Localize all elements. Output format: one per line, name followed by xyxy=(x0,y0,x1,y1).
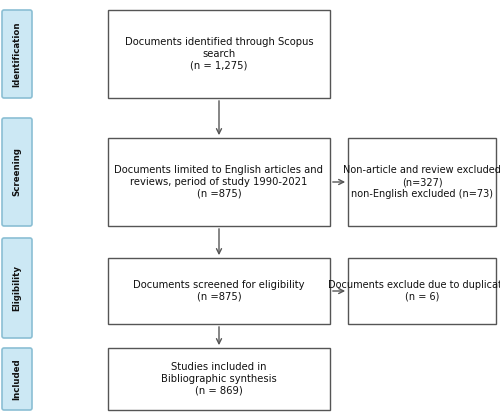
Text: Documents identified through Scopus
search
(n = 1,275): Documents identified through Scopus sear… xyxy=(124,38,314,70)
Text: Documents exclude due to duplication
(n = 6): Documents exclude due to duplication (n … xyxy=(328,280,500,302)
FancyBboxPatch shape xyxy=(2,348,32,410)
Text: Documents screened for eligibility
(n =875): Documents screened for eligibility (n =8… xyxy=(133,280,305,302)
Bar xyxy=(108,10,330,98)
Bar xyxy=(348,138,496,226)
FancyBboxPatch shape xyxy=(2,10,32,98)
Text: Non-article and review excluded
(n=327)
non-English excluded (n=73): Non-article and review excluded (n=327) … xyxy=(343,166,500,198)
Bar xyxy=(108,138,330,226)
Text: Included: Included xyxy=(12,358,22,400)
Text: Eligibility: Eligibility xyxy=(12,265,22,311)
Text: Screening: Screening xyxy=(12,148,22,196)
FancyBboxPatch shape xyxy=(2,238,32,338)
Bar xyxy=(108,348,330,410)
Text: Identification: Identification xyxy=(12,21,22,87)
Text: Documents limited to English articles and
reviews, period of study 1990-2021
(n : Documents limited to English articles an… xyxy=(114,166,324,198)
Text: Studies included in
Bibliographic synthesis
(n = 869): Studies included in Bibliographic synthe… xyxy=(161,362,277,396)
Bar xyxy=(348,258,496,324)
Bar xyxy=(108,258,330,324)
FancyBboxPatch shape xyxy=(2,118,32,226)
